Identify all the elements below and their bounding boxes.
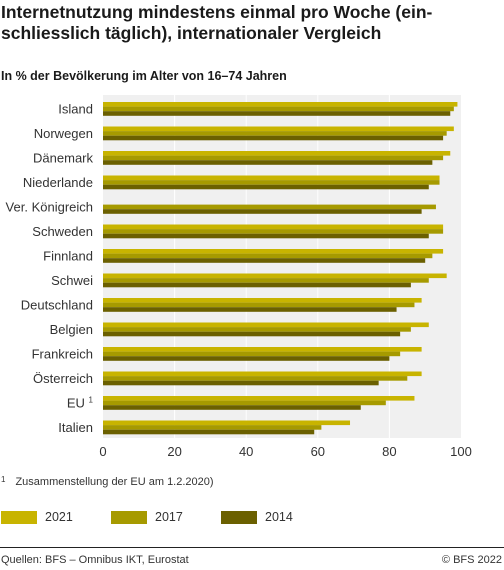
category-label: Italien — [58, 420, 93, 435]
bars — [103, 102, 458, 435]
bar-norwegen-2017 — [103, 131, 447, 136]
x-tick-label: 40 — [239, 444, 253, 459]
bar-schwei-2014 — [103, 282, 411, 288]
category-label: Ver. Königreich — [6, 199, 93, 214]
bar-italien-2017 — [103, 425, 322, 430]
bar-niederlande-2017 — [103, 180, 440, 185]
bar-schwei-2021 — [103, 273, 447, 279]
x-tick-label: 80 — [382, 444, 396, 459]
bar-niederlande-2014 — [103, 184, 429, 190]
bar-belgien-2017 — [103, 327, 411, 332]
bar-eu-2017 — [103, 400, 386, 406]
bar-niederlande-2021 — [103, 175, 440, 181]
category-label: Finnland — [43, 248, 93, 263]
bar-italien-2021 — [103, 420, 351, 426]
bar-dänemark-2017 — [103, 155, 444, 161]
bar-deutschland-2017 — [103, 302, 415, 308]
bar-chart: Island Norwegen Dänemark Niederlande Ver. Kö… — [6, 95, 472, 459]
legend: 2021 2017 2014 — [1, 509, 341, 527]
x-tick-label: 20 — [167, 444, 181, 459]
category-labels: Island Norwegen Dänemark Niederlande Ver. Kö… — [6, 101, 94, 435]
bar-frankreich-2014 — [103, 356, 390, 361]
category-label: Island — [58, 101, 93, 116]
legend-swatch-2017 — [111, 511, 147, 524]
bar-dänemark-2021 — [103, 151, 451, 156]
chart-title: Internetnutzung mindestens einmal pro Wo… — [1, 2, 433, 43]
bar-österreich-2017 — [103, 376, 408, 381]
legend-label-2021: 2021 — [45, 510, 73, 524]
bar-island-2017 — [103, 106, 454, 112]
bar-dänemark-2014 — [103, 160, 433, 165]
category-label: Schweden — [32, 224, 93, 239]
footnote: 1 Zusammenstellung der EU am 1.2.2020) — [1, 475, 214, 488]
category-label: Frankreich — [32, 346, 93, 361]
bar-deutschland-2021 — [103, 298, 422, 303]
bar-österreich-2021 — [103, 371, 422, 377]
category-label: EU 1 — [67, 395, 94, 410]
bar-eu-2014 — [103, 405, 361, 410]
bar-ver-königreich-2017 — [103, 204, 436, 210]
plot-background — [103, 95, 461, 438]
bar-island-2014 — [103, 111, 451, 116]
bar-österreich-2014 — [103, 380, 379, 386]
copyright: © BFS 2022 — [441, 554, 502, 566]
footnote-marker: 1 — [1, 475, 6, 484]
bar-finnland-2021 — [103, 249, 444, 254]
category-label: Schwei — [51, 273, 93, 288]
bar-schweden-2021 — [103, 224, 444, 230]
bar-finnland-2014 — [103, 258, 426, 263]
bar-finnland-2017 — [103, 253, 433, 259]
category-label: Niederlande — [23, 175, 93, 190]
bar-norwegen-2014 — [103, 135, 444, 141]
bar-schwei-2017 — [103, 278, 429, 283]
category-label: Österreich — [33, 371, 93, 386]
legend-swatch-2021 — [1, 511, 37, 524]
bar-ver-königreich-2014 — [103, 209, 422, 214]
footnote-text: Zusammenstellung der EU am 1.2.2020) — [15, 476, 214, 488]
bar-eu-2021 — [103, 396, 415, 401]
legend-label-2014: 2014 — [265, 510, 293, 524]
x-tick-label: 0 — [99, 444, 106, 459]
x-tick-label: 100 — [450, 444, 472, 459]
x-tick-label: 60 — [311, 444, 325, 459]
bar-norwegen-2021 — [103, 126, 454, 132]
bar-schweden-2017 — [103, 229, 444, 234]
bar-belgien-2014 — [103, 331, 401, 337]
category-label: Dänemark — [33, 150, 93, 165]
chart-subtitle: In % der Bevölkerung im Alter von 16–74 … — [1, 69, 287, 83]
category-label: Belgien — [50, 322, 93, 337]
category-label: Norwegen — [34, 126, 93, 141]
x-tick-labels: 0 20 40 60 80 100 — [99, 444, 471, 459]
bar-schweden-2014 — [103, 233, 429, 239]
bar-italien-2014 — [103, 429, 315, 435]
category-label: Deutschland — [21, 297, 93, 312]
legend-swatch-2014 — [221, 511, 257, 524]
bar-frankreich-2021 — [103, 347, 422, 352]
source-note: Quellen: BFS – Omnibus IKT, Eurostat — [1, 554, 189, 566]
bar-belgien-2021 — [103, 322, 429, 328]
legend-label-2017: 2017 — [155, 510, 183, 524]
bar-deutschland-2014 — [103, 307, 397, 312]
bar-frankreich-2017 — [103, 351, 401, 357]
divider — [0, 547, 504, 548]
bar-island-2021 — [103, 102, 458, 107]
